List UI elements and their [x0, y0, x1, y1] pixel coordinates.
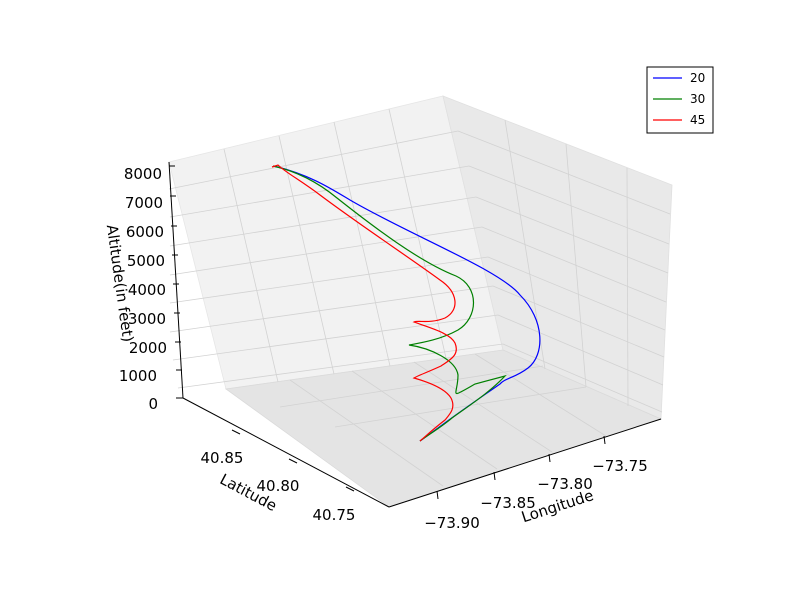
y-tick-label: 40.85	[201, 449, 244, 467]
legend: 20 30 45	[646, 66, 714, 134]
z-tick-label: 1000	[119, 367, 157, 385]
x-tick-label: −73.85	[480, 494, 536, 512]
z-ticks: 0 1000 2000 3000 4000 5000 6000 7000 800…	[119, 165, 183, 413]
series-line-30	[272, 165, 507, 442]
y-axis-line	[182, 397, 390, 508]
series-line-45	[271, 164, 457, 442]
x-tick-label: −73.80	[537, 475, 593, 493]
legend-label-30: 30	[690, 92, 705, 106]
z-tick-label: 5000	[127, 252, 165, 270]
axes-panes	[168, 95, 673, 508]
gridlines	[168, 108, 671, 487]
y-ticks: 40.85 40.80 40.75	[201, 429, 356, 524]
z-tick-label: 6000	[126, 223, 164, 241]
x-tick-label: −73.75	[592, 457, 648, 475]
x-ticks: −73.90 −73.85 −73.80 −73.75	[424, 435, 648, 532]
y-tick-label: 40.80	[257, 477, 300, 495]
z-tick-label: 2000	[129, 339, 167, 357]
z-tick-label: 8000	[124, 165, 162, 183]
back-left-pane	[168, 95, 504, 390]
series-line-20	[273, 165, 541, 442]
z-tick-label: 3000	[128, 310, 166, 328]
series-group	[271, 164, 541, 442]
z-tick-label: 4000	[128, 281, 166, 299]
axis-lines	[168, 161, 662, 508]
z-tick-label: 7000	[125, 194, 163, 212]
legend-label-20: 20	[690, 71, 705, 85]
legend-label-45: 45	[690, 113, 705, 127]
z-axis-line	[168, 161, 184, 399]
x-axis-line	[388, 418, 662, 508]
x-tick-label: −73.90	[424, 514, 480, 532]
z-tick-label: 0	[148, 395, 158, 413]
y-tick-label: 40.75	[313, 506, 356, 524]
